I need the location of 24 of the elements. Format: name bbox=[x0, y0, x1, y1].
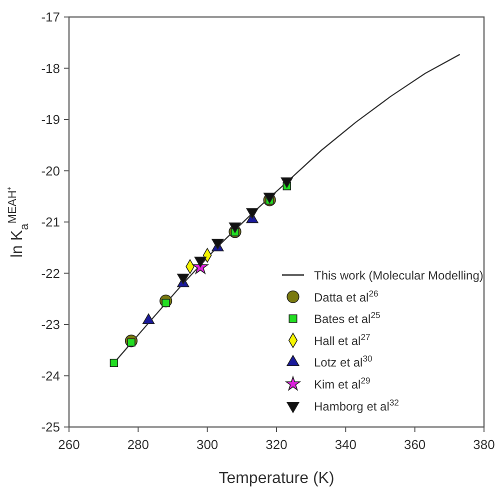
y-tick-label: -17 bbox=[41, 10, 60, 24]
legend-label: Datta et al$^{26}$ bbox=[314, 288, 378, 304]
legend-label: Lotz et al$^{30}$ bbox=[314, 354, 372, 370]
y-tick-label: -18 bbox=[41, 60, 60, 76]
y-tick-label: -23 bbox=[41, 317, 60, 332]
legend-label: Kim et al$^{29}$ bbox=[314, 376, 370, 392]
legend-label: This work (Molecular Modelling) bbox=[314, 268, 484, 282]
y-tick-label: -22 bbox=[41, 266, 60, 281]
x-tick-label: 380 bbox=[473, 437, 495, 452]
x-tick-label: 280 bbox=[127, 437, 150, 452]
legend-label: Hamborg et al$^{32}$ bbox=[314, 397, 400, 414]
x-tick-label: 340 bbox=[334, 437, 357, 452]
x-tick-label: 300 bbox=[196, 437, 218, 452]
legend-label: Bates et al$^{25}$ bbox=[314, 310, 380, 326]
x-axis-title: Temperature (K) bbox=[218, 470, 334, 487]
x-tick-label: 320 bbox=[266, 437, 288, 452]
x-tick-label: 260 bbox=[58, 437, 80, 452]
legend-label: Hall et al$^{27}$ bbox=[314, 332, 370, 348]
y-tick-label: -20 bbox=[41, 163, 60, 178]
y-tick-label: -25 bbox=[41, 420, 60, 434]
y-tick-label: -19 bbox=[41, 112, 60, 127]
x-tick-label: 360 bbox=[404, 437, 426, 452]
y-tick-label: -24 bbox=[41, 368, 60, 384]
y-tick-label: -21 bbox=[41, 214, 60, 230]
